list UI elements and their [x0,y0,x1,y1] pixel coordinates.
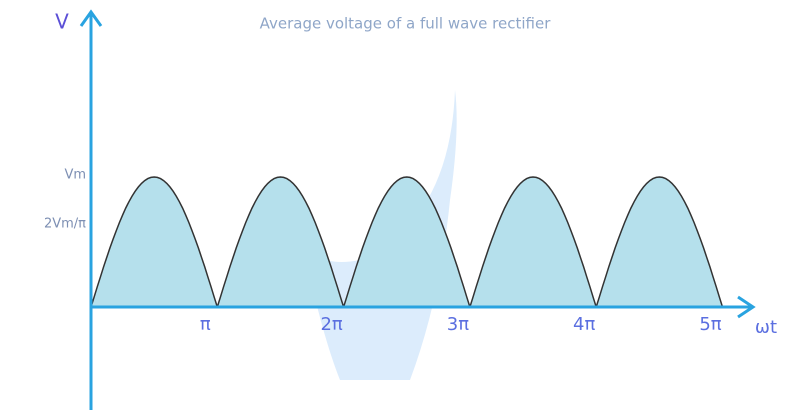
x-label: 2π [320,314,342,335]
x-label: 4π [573,314,595,335]
y-label: Vm [64,168,86,183]
diagram: V Average voltage of a full wave rectifi… [0,0,792,412]
x-axis-label: ωt [755,317,777,338]
waveform [91,177,723,307]
x-label: π [200,314,211,335]
arch [470,177,596,307]
x-label: 3π [447,314,469,335]
arch [596,177,722,307]
x-label: 5π [699,314,721,335]
arch [217,177,343,307]
title: Average voltage of a full wave rectifier [260,15,552,33]
y-axis-label: V [55,10,69,34]
arch [91,177,217,307]
x-labels: π 2π 3π 4π 5π [200,314,722,335]
arch [344,177,470,307]
y-label: 2Vm/π [44,217,86,232]
